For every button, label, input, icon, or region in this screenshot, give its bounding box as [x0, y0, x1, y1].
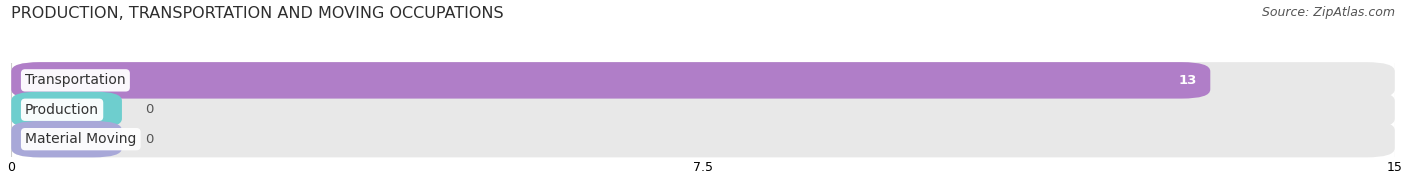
Text: Material Moving: Material Moving: [25, 132, 136, 146]
FancyBboxPatch shape: [11, 92, 1395, 128]
Text: 0: 0: [145, 133, 153, 146]
Text: Transportation: Transportation: [25, 73, 125, 87]
FancyBboxPatch shape: [11, 62, 1211, 99]
Text: 0: 0: [145, 103, 153, 116]
Text: 13: 13: [1178, 74, 1197, 87]
FancyBboxPatch shape: [11, 92, 122, 128]
FancyBboxPatch shape: [11, 121, 122, 157]
Text: PRODUCTION, TRANSPORTATION AND MOVING OCCUPATIONS: PRODUCTION, TRANSPORTATION AND MOVING OC…: [11, 6, 503, 21]
FancyBboxPatch shape: [11, 121, 1395, 157]
Text: Source: ZipAtlas.com: Source: ZipAtlas.com: [1261, 6, 1395, 19]
FancyBboxPatch shape: [11, 62, 1395, 99]
Text: Production: Production: [25, 103, 98, 117]
